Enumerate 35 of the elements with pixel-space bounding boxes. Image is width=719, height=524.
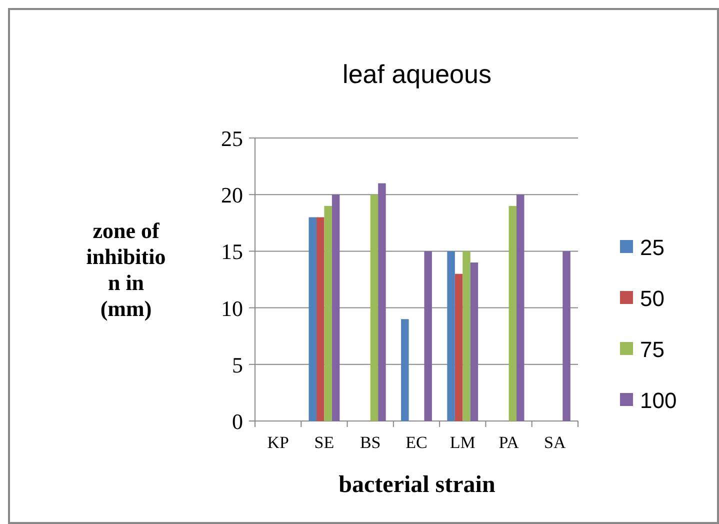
- bar: [378, 183, 386, 421]
- x-tick-label: SA: [544, 433, 567, 452]
- bar: [508, 206, 517, 421]
- chart-title: leaf aqueous: [342, 59, 492, 89]
- y-tick-label: 15: [221, 239, 243, 264]
- bar: [332, 194, 340, 421]
- bar: [316, 217, 324, 421]
- legend-label: 50: [640, 286, 664, 311]
- bar: [308, 217, 316, 421]
- x-axis-title: bacterial strain: [338, 472, 496, 498]
- y-tick-label: 0: [232, 409, 243, 434]
- bar: [401, 319, 409, 421]
- y-tick-label: 25: [221, 126, 243, 151]
- bar: [324, 206, 332, 421]
- y-tick-label: 10: [221, 296, 243, 321]
- bar: [562, 251, 570, 421]
- x-tick-label: SE: [314, 433, 334, 452]
- legend-label: 75: [640, 337, 664, 362]
- x-tick-label: KP: [267, 433, 289, 452]
- bar: [462, 251, 470, 421]
- x-tick-label: BS: [360, 433, 381, 452]
- y-tick-label: 5: [232, 352, 243, 378]
- bar: [370, 194, 378, 421]
- legend-label: 100: [640, 388, 677, 413]
- y-tick-label: 20: [221, 182, 243, 208]
- bar: [424, 251, 432, 421]
- bar: [470, 262, 478, 421]
- bar: [454, 274, 463, 421]
- legend-label: 25: [640, 235, 664, 260]
- bar: [447, 251, 455, 421]
- x-tick-label: LM: [450, 433, 476, 452]
- x-tick-label: PA: [498, 433, 520, 452]
- x-tick-label: EC: [406, 433, 428, 452]
- y-axis-title: zone of inhibitio n in (mm): [86, 218, 166, 321]
- bar: [516, 194, 524, 421]
